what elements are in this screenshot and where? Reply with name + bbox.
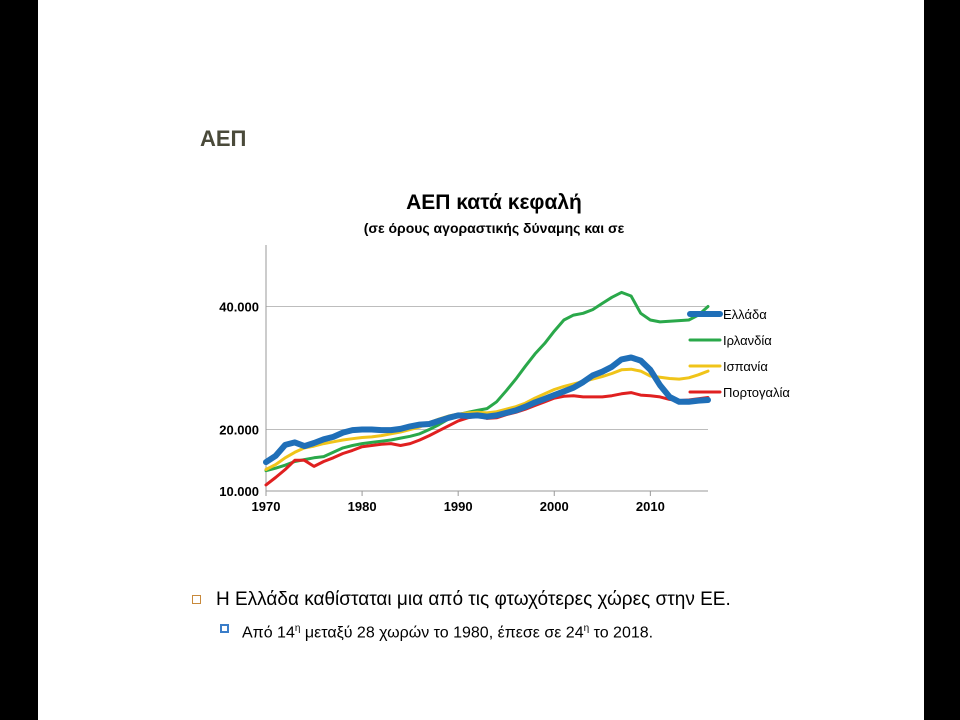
legend-label-4: Πορτογαλία xyxy=(723,385,790,400)
bullet-list: Η Ελλάδα καθίσταται μια από τις φτωχότερ… xyxy=(190,588,731,644)
bullet-main-text: Η Ελλάδα καθίσταται μια από τις φτωχότερ… xyxy=(216,589,731,610)
x-tick-label: 2010 xyxy=(636,499,665,514)
bullet-sub-text-3: το 2018. xyxy=(589,624,654,642)
series-line-3 xyxy=(264,367,710,471)
bullet-sub: Από 14η μεταξύ 28 χωρών το 1980, έπεσε σ… xyxy=(220,618,731,644)
series-line-1 xyxy=(263,354,711,466)
bullet-sub-text-2: μεταξύ 28 χωρών το 1980, έπεσε σε 24 xyxy=(300,624,584,642)
bullet-sub-sup-1: η xyxy=(294,623,301,634)
x-tick-label: 1970 xyxy=(252,499,281,514)
legend-label-2: Ιρλανδία xyxy=(723,333,772,348)
x-tick-label: 1990 xyxy=(444,499,473,514)
bullet-main: Η Ελλάδα καθίσταται μια από τις φτωχότερ… xyxy=(190,588,731,612)
hollow-square-bullet-icon xyxy=(192,595,201,604)
bullet-sub-text-1: Από 14 xyxy=(242,624,295,642)
x-tick-label: 2000 xyxy=(540,499,569,514)
chart-subtitle: (σε όρους αγοραστικής δύναμης και σε xyxy=(363,220,625,236)
legend-label-3: Ισπανία xyxy=(723,359,768,374)
y-tick-label: 40.000 xyxy=(219,300,259,315)
legend-label-1: Ελλάδα xyxy=(723,307,767,322)
slide: ΑΕΠ 10.000 20.000 40.000 1970 1980 1990 2000 20… xyxy=(38,0,924,720)
square-bullet-icon xyxy=(220,624,229,633)
y-tick-label: 20.000 xyxy=(219,423,259,438)
x-tick-label: 1980 xyxy=(348,499,377,514)
y-tick-label: 10.000 xyxy=(219,484,259,499)
slide-title: ΑΕΠ xyxy=(200,126,247,151)
series-line-2 xyxy=(264,290,710,473)
bullet-sub-sup-2: η xyxy=(583,623,590,634)
gdp-line-chart: 10.000 20.000 40.000 1970 1980 1990 2000 2010 Ε… xyxy=(219,245,790,514)
chart-title: ΑΕΠ κατά κεφαλή xyxy=(406,191,582,214)
